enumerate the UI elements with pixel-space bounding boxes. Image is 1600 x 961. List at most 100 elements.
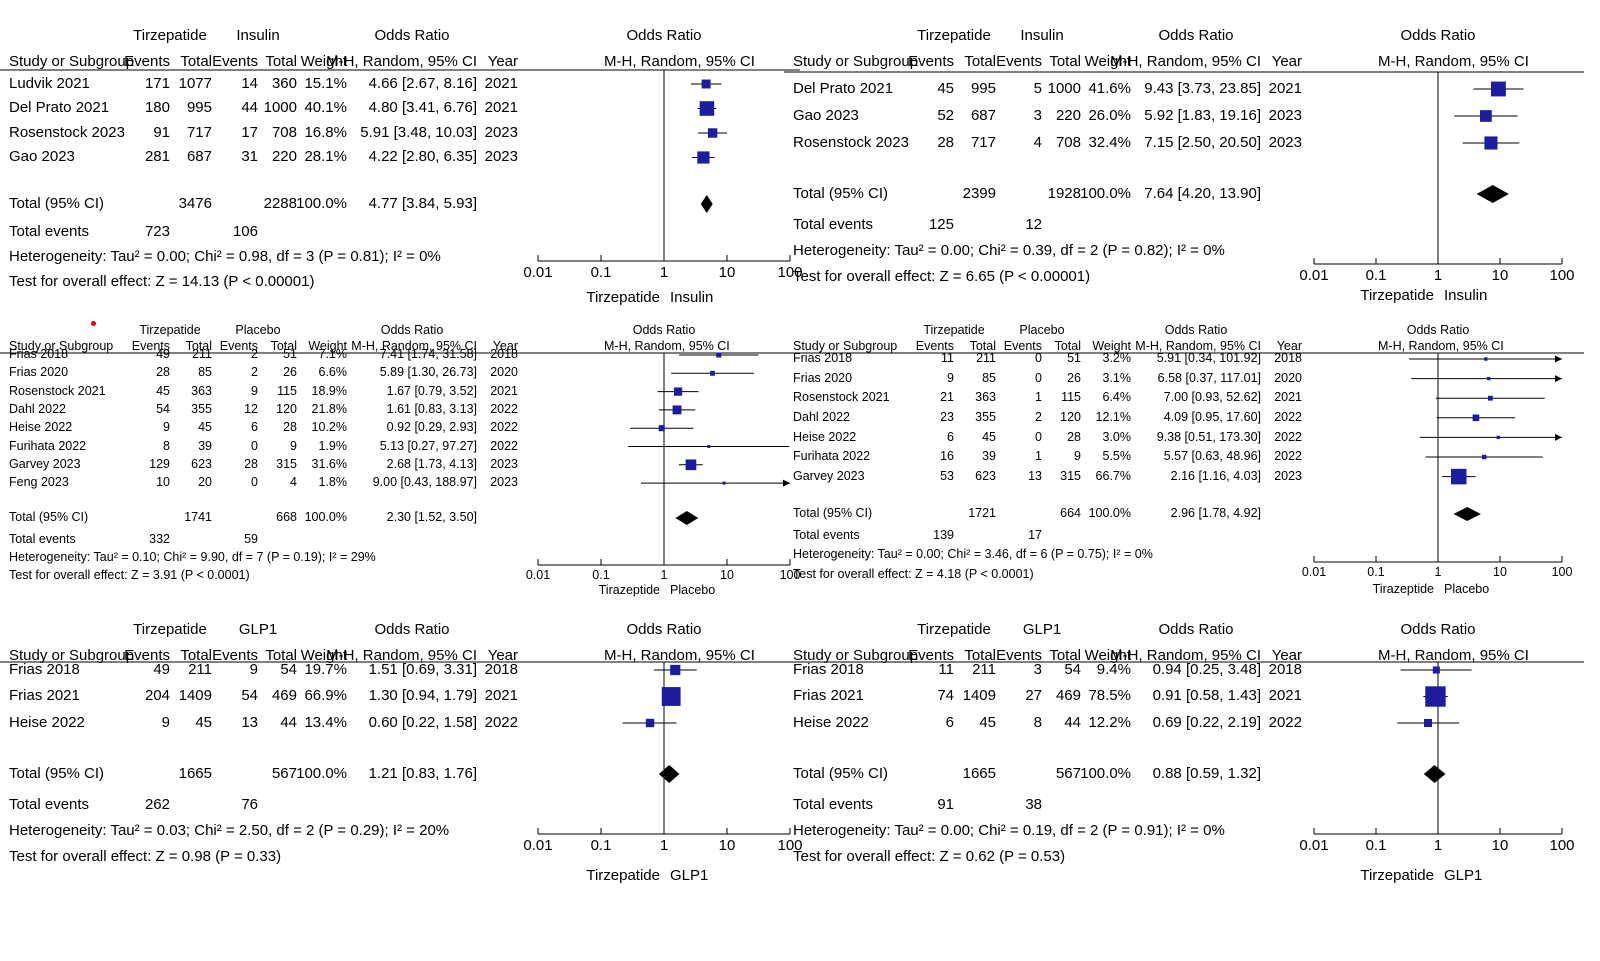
study-weight: 1.9% bbox=[318, 438, 348, 453]
study-ci: 5.91 [3.48, 10.03] bbox=[360, 123, 477, 141]
odds-ratio-plot-header: Odds Ratio bbox=[626, 27, 702, 44]
study-events1: 10 bbox=[156, 475, 170, 490]
forest-plot-panel: Tirzepatide Insulin Odds Ratio Odds Ratio St… bbox=[0, 14, 803, 334]
study-events1: 281 bbox=[144, 148, 170, 166]
study-events1: 23 bbox=[940, 409, 954, 424]
group2-header: Placebo bbox=[235, 323, 281, 337]
study-year: 2020 bbox=[1274, 370, 1302, 385]
study-total2: 469 bbox=[271, 687, 297, 705]
study-weight: 13.4% bbox=[304, 713, 347, 731]
total-events-label: Total events bbox=[793, 528, 860, 543]
x-tick-label: 0.1 bbox=[1367, 565, 1385, 579]
overall-effect-text: Test for overall effect: Z = 14.13 (P < … bbox=[9, 272, 315, 290]
study-events1: 129 bbox=[149, 456, 170, 471]
group1-header: Tirzepatide bbox=[139, 323, 201, 337]
favours-left-label: Tirzepatide bbox=[586, 289, 660, 306]
col-header-study: Study or Subgroup bbox=[793, 53, 919, 70]
col-header-year: Year bbox=[1271, 647, 1302, 664]
study-events1: 53 bbox=[940, 468, 954, 483]
heterogeneity-text: Heterogeneity: Tau² = 0.00; Chi² = 0.98,… bbox=[9, 247, 441, 265]
study-total1: 85 bbox=[982, 370, 996, 385]
study-ci: 6.58 [0.37, 117.01] bbox=[1157, 370, 1261, 385]
study-name: Del Prato 2021 bbox=[9, 99, 110, 117]
study-events2: 13 bbox=[241, 713, 258, 731]
x-tick-label: 10 bbox=[1491, 267, 1509, 284]
study-weight: 41.6% bbox=[1088, 79, 1131, 97]
total-n1: 1741 bbox=[184, 510, 212, 525]
col-header-year: Year bbox=[492, 339, 518, 353]
study-year: 2021 bbox=[1268, 79, 1302, 97]
study-events1: 11 bbox=[938, 660, 954, 678]
red-dot-marker bbox=[91, 321, 96, 326]
study-total2: 120 bbox=[276, 402, 297, 417]
study-weight: 21.8% bbox=[311, 402, 347, 417]
total-events2: 106 bbox=[232, 222, 258, 240]
forest-plot-svg bbox=[0, 661, 800, 835]
total-events-label: Total events bbox=[793, 215, 874, 233]
total-events2: 17 bbox=[1028, 528, 1042, 543]
col-header-total2: Total bbox=[270, 339, 297, 353]
plot-header-method: M-H, Random, 95% CI bbox=[604, 339, 730, 353]
favours-left-label: Tirzepatide bbox=[1360, 287, 1434, 304]
total-label: Total (95% CI) bbox=[9, 510, 89, 525]
x-tick-label: 1 bbox=[659, 837, 669, 854]
study-ci: 1.67 [0.79, 3.52] bbox=[386, 383, 477, 398]
forest-plot-panel: Tirzepatide GLP1 Odds Ratio Odds Ratio Study… bbox=[0, 608, 803, 928]
study-point-square bbox=[1472, 414, 1480, 422]
x-tick-label: 100 bbox=[1551, 565, 1573, 579]
study-ci: 5.92 [1.83, 19.16] bbox=[1144, 106, 1261, 124]
study-total2: 115 bbox=[1061, 390, 1081, 405]
study-year: 2022 bbox=[490, 420, 518, 435]
forest-plot-panel: Tirzepatide Placebo Odds Ratio Odds Ratio St… bbox=[784, 312, 1584, 632]
total-events1: 723 bbox=[144, 222, 170, 240]
total-n2: 567 bbox=[271, 764, 297, 782]
group2-header: GLP1 bbox=[1022, 621, 1062, 638]
x-tick-label: 1 bbox=[660, 568, 668, 582]
study-year: 2022 bbox=[1274, 449, 1302, 464]
col-header-year: Year bbox=[1276, 339, 1302, 353]
study-weight: 7.1% bbox=[318, 347, 348, 362]
total-n2: 1928 bbox=[1047, 184, 1081, 202]
total-events2: 38 bbox=[1025, 795, 1042, 813]
study-events2: 9 bbox=[249, 660, 258, 678]
study-name: Frias 2021 bbox=[9, 687, 80, 705]
study-ci: 5.89 [1.30, 26.73] bbox=[379, 365, 477, 380]
study-events1: 91 bbox=[153, 123, 170, 141]
total-weight: 100.0% bbox=[296, 194, 347, 212]
study-name: Garvey 2023 bbox=[9, 456, 81, 471]
x-tick-label: 0.1 bbox=[1365, 837, 1387, 854]
study-year: 2021 bbox=[490, 383, 518, 398]
heterogeneity-text: Heterogeneity: Tau² = 0.00; Chi² = 0.39,… bbox=[793, 241, 1225, 259]
study-ci: 2.16 [1.16, 4.03] bbox=[1170, 468, 1261, 483]
study-point-square bbox=[645, 718, 655, 728]
col-header-total1: Total bbox=[964, 53, 996, 70]
study-point-square bbox=[1480, 110, 1492, 122]
study-weight: 6.4% bbox=[1102, 390, 1132, 405]
study-weight: 40.1% bbox=[304, 99, 347, 117]
study-total1: 211 bbox=[976, 351, 996, 366]
study-ci: 0.92 [0.29, 2.93] bbox=[386, 420, 477, 435]
study-ci: 5.57 [0.63, 48.96] bbox=[1163, 449, 1261, 464]
study-name: Frias 2018 bbox=[9, 347, 69, 362]
group1-header: Tirzepatide bbox=[917, 27, 991, 44]
study-total2: 26 bbox=[1067, 370, 1081, 385]
study-total1: 45 bbox=[979, 713, 996, 731]
study-point-square bbox=[1487, 376, 1491, 381]
study-events2: 44 bbox=[241, 99, 258, 117]
col-header-total1: Total bbox=[185, 339, 212, 353]
study-total1: 717 bbox=[970, 133, 996, 151]
col-header-year: Year bbox=[487, 647, 518, 664]
study-name: Frias 2020 bbox=[9, 365, 69, 380]
col-header-total1: Total bbox=[180, 647, 212, 664]
study-ci: 1.30 [0.94, 1.79] bbox=[368, 687, 477, 705]
total-ci: 2.96 [1.78, 4.92] bbox=[1170, 506, 1261, 521]
forest-plot-svg bbox=[784, 661, 1584, 835]
col-header-weight: Weight bbox=[300, 53, 347, 70]
col-header-total2: Total bbox=[265, 647, 297, 664]
study-name: Dahl 2022 bbox=[9, 402, 66, 417]
study-year: 2021 bbox=[1268, 687, 1302, 705]
odds-ratio-header: Odds Ratio bbox=[1158, 27, 1234, 44]
study-total2: 28 bbox=[283, 420, 297, 435]
odds-ratio-plot-header: Odds Ratio bbox=[1406, 323, 1470, 337]
forest-plot-panel: Tirzepatide Insulin Odds Ratio Odds Ratio St… bbox=[784, 14, 1584, 334]
